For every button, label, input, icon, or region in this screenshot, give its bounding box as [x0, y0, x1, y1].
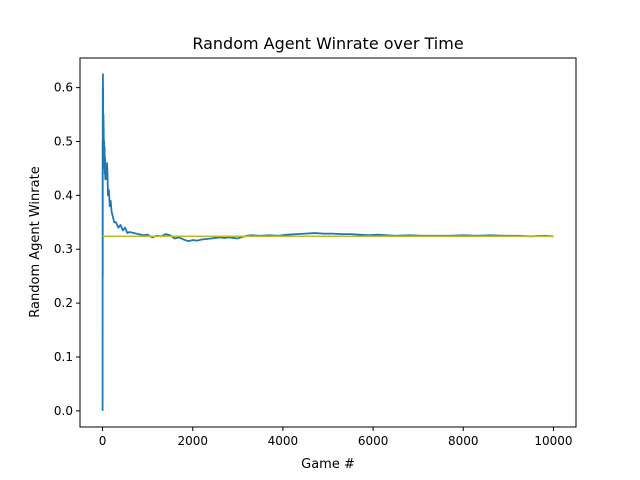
- y-tick-label: 0.2: [54, 296, 73, 310]
- x-tick-label: 10000: [534, 434, 572, 448]
- y-tick-label: 0.3: [54, 242, 73, 256]
- x-tick-label: 6000: [358, 434, 389, 448]
- series-line-winrate: [101, 73, 554, 411]
- plot-frame: [79, 57, 577, 428]
- x-tick-label: 2000: [177, 434, 208, 448]
- y-ticks: 0.0 0.1 0.2 0.3 0.4 0.5 0.6: [54, 81, 80, 418]
- chart-title: Random Agent Winrate over Time: [192, 34, 463, 53]
- x-tick-label: 8000: [448, 434, 479, 448]
- x-axis-label: Game #: [301, 457, 355, 472]
- y-tick-label: 0.1: [54, 350, 73, 364]
- y-tick-label: 0.0: [54, 404, 73, 418]
- y-tick-label: 0.6: [54, 81, 73, 95]
- x-tick-label: 0: [99, 434, 107, 448]
- x-tick-label: 4000: [268, 434, 299, 448]
- y-tick-label: 0.5: [54, 134, 73, 148]
- series-layer: [101, 73, 554, 411]
- x-ticks: 0 2000 4000 6000 8000 10000: [99, 427, 573, 448]
- y-tick-label: 0.4: [54, 188, 73, 202]
- y-axis-label: Random Agent Winrate: [28, 166, 43, 317]
